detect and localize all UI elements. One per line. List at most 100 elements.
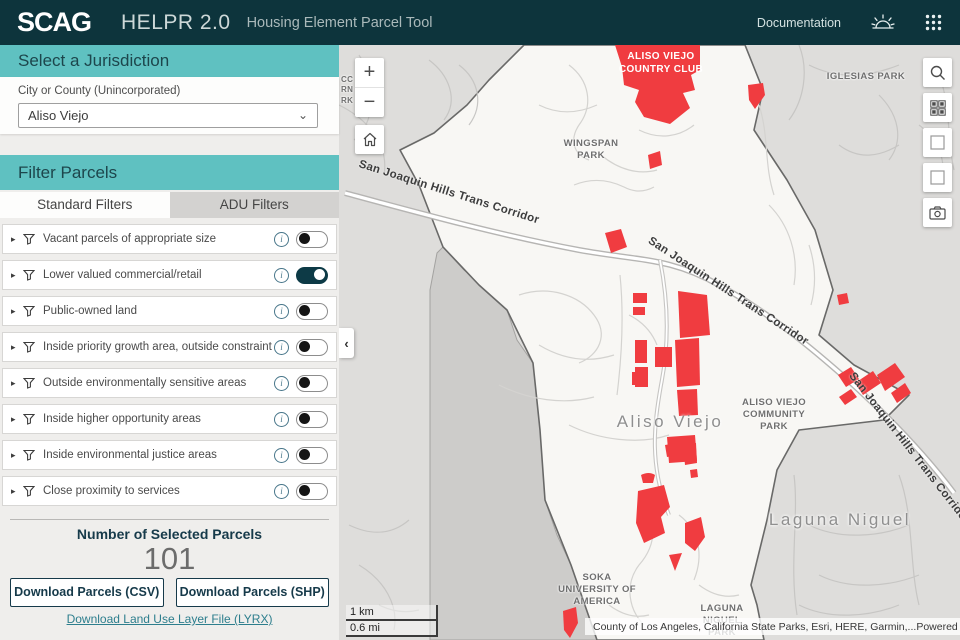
map-canvas[interactable]	[339, 45, 960, 640]
selected-parcels-count: 101	[0, 541, 339, 577]
filter-toggle[interactable]	[296, 411, 328, 428]
filter-row: ▸ Public-owned land i	[2, 296, 337, 326]
zoom-control: + −	[355, 58, 384, 117]
expand-caret-icon[interactable]: ▸	[11, 486, 23, 497]
selected-parcels-label: Number of Selected Parcels	[0, 526, 339, 542]
jurisdiction-section-title: Select a Jurisdiction	[0, 45, 339, 77]
funnel-icon	[23, 485, 35, 497]
map-attribution: County of Los Angeles, California State …	[585, 618, 960, 635]
search-icon	[930, 65, 946, 81]
expand-caret-icon[interactable]: ▸	[11, 306, 23, 317]
label-soka-university: SOKA UNIVERSITY OF AMERICA	[554, 572, 640, 608]
filter-label: Inside higher opportunity areas	[43, 413, 274, 425]
filter-label: Public-owned land	[43, 305, 274, 317]
funnel-icon	[23, 413, 35, 425]
funnel-icon	[23, 341, 35, 353]
download-lyrx-link[interactable]: Download Land Use Layer File (LYRX)	[0, 612, 339, 626]
label-country-club: ALISO VIEJO COUNTRY CLUB	[605, 51, 717, 76]
app-title: HELPR 2.0	[121, 11, 231, 35]
jurisdiction-field-label: City or County (Unincorporated)	[18, 85, 180, 97]
scale-mi: 0.6 mi	[346, 621, 438, 637]
expand-caret-icon[interactable]: ▸	[11, 450, 23, 461]
filter-label: Lower valued commercial/retail	[43, 269, 274, 281]
tab-standard-filters[interactable]: Standard Filters	[0, 192, 170, 218]
documentation-link[interactable]: Documentation	[757, 16, 841, 30]
info-icon[interactable]: i	[274, 412, 289, 427]
expand-caret-icon[interactable]: ▸	[11, 234, 23, 245]
basemap-gallery-button[interactable]	[923, 93, 952, 122]
info-icon[interactable]: i	[274, 268, 289, 283]
filters-section-title: Filter Parcels	[0, 155, 339, 190]
filter-toggle[interactable]	[296, 339, 328, 356]
filter-toggle[interactable]	[296, 267, 328, 284]
filter-toggle[interactable]	[296, 375, 328, 392]
zoom-out-button[interactable]: −	[355, 88, 384, 117]
filter-row: ▸ Vacant parcels of appropriate size i	[2, 224, 337, 254]
chevron-down-icon: ⌄	[298, 108, 308, 122]
home-icon	[362, 132, 378, 147]
home-button[interactable]	[355, 125, 384, 154]
download-csv-button[interactable]: Download Parcels (CSV)	[10, 578, 164, 607]
select-rectangle-button[interactable]	[923, 128, 952, 157]
rectangle-icon	[930, 135, 945, 150]
filter-toggle[interactable]	[296, 483, 328, 500]
filter-toggle[interactable]	[296, 303, 328, 320]
camera-icon	[929, 206, 946, 220]
search-button[interactable]	[923, 58, 952, 87]
info-icon[interactable]: i	[274, 304, 289, 319]
info-icon[interactable]: i	[274, 232, 289, 247]
label-city-laguna-niguel: Laguna Niguel	[765, 509, 915, 530]
filter-list: ▸ Vacant parcels of appropriate size i ▸…	[0, 218, 339, 506]
scale-bar: 1 km 0.6 mi	[346, 605, 438, 637]
expand-caret-icon[interactable]: ▸	[11, 414, 23, 425]
funnel-icon	[23, 305, 35, 317]
clipped-label-fragment: CC RN RK	[341, 75, 353, 106]
filter-label: Inside priority growth area, outside con…	[43, 341, 274, 353]
scale-km: 1 km	[346, 605, 438, 621]
rectangle-icon	[930, 170, 945, 185]
screenshot-button[interactable]	[923, 198, 952, 227]
info-icon[interactable]: i	[274, 340, 289, 355]
expand-caret-icon[interactable]: ▸	[11, 270, 23, 281]
label-wingspan-park: WINGSPAN PARK	[560, 138, 622, 162]
left-panel: Select a Jurisdiction City or County (Un…	[0, 45, 339, 640]
filter-row: ▸ Inside environmental justice areas i	[2, 440, 337, 470]
info-icon[interactable]: i	[274, 448, 289, 463]
app-subtitle: Housing Element Parcel Tool	[247, 15, 433, 31]
info-icon[interactable]: i	[274, 484, 289, 499]
notification-bell-icon[interactable]	[869, 11, 897, 35]
filter-toggle[interactable]	[296, 447, 328, 464]
filter-label: Outside environmentally sensitive areas	[43, 377, 274, 389]
jurisdiction-selected-value: Aliso Viejo	[28, 108, 88, 123]
filter-row: ▸ Close proximity to services i	[2, 476, 337, 506]
expand-caret-icon[interactable]: ▸	[11, 378, 23, 389]
info-icon[interactable]: i	[274, 376, 289, 391]
funnel-icon	[23, 233, 35, 245]
jurisdiction-select[interactable]: Aliso Viejo ⌄	[18, 103, 318, 128]
label-iglesias-park: IGLESIAS PARK	[816, 71, 916, 83]
results-divider	[10, 519, 329, 520]
jurisdiction-card: City or County (Unincorporated) Aliso Vi…	[0, 77, 339, 134]
expand-caret-icon[interactable]: ▸	[11, 342, 23, 353]
filter-label: Vacant parcels of appropriate size	[43, 233, 274, 245]
collapse-panel-handle[interactable]: ‹	[339, 328, 354, 358]
zoom-in-button[interactable]: +	[355, 58, 384, 88]
attribution-sources: County of Los Angeles, California State …	[593, 621, 916, 633]
filter-label: Close proximity to services	[43, 485, 274, 497]
filter-row: ▸ Inside priority growth area, outside c…	[2, 332, 337, 362]
select-rectangle-button-2[interactable]	[923, 163, 952, 192]
filter-row: ▸ Inside higher opportunity areas i	[2, 404, 337, 434]
filter-toggle[interactable]	[296, 231, 328, 248]
scag-logo: SCAG	[17, 7, 91, 38]
funnel-icon	[23, 377, 35, 389]
app-launcher-grid-icon[interactable]	[925, 14, 942, 31]
download-shp-button[interactable]: Download Parcels (SHP)	[176, 578, 330, 607]
filter-row: ▸ Lower valued commercial/retail i	[2, 260, 337, 290]
funnel-icon	[23, 449, 35, 461]
funnel-icon	[23, 269, 35, 281]
filter-tabs: Standard Filters ADU Filters	[0, 192, 339, 218]
map-container: CC RN RK ALISO VIEJO COUNTRY CLUB IGLESI…	[339, 45, 960, 640]
filter-row: ▸ Outside environmentally sensitive area…	[2, 368, 337, 398]
app-header: SCAG HELPR 2.0 Housing Element Parcel To…	[0, 0, 960, 45]
tab-adu-filters[interactable]: ADU Filters	[170, 192, 340, 218]
